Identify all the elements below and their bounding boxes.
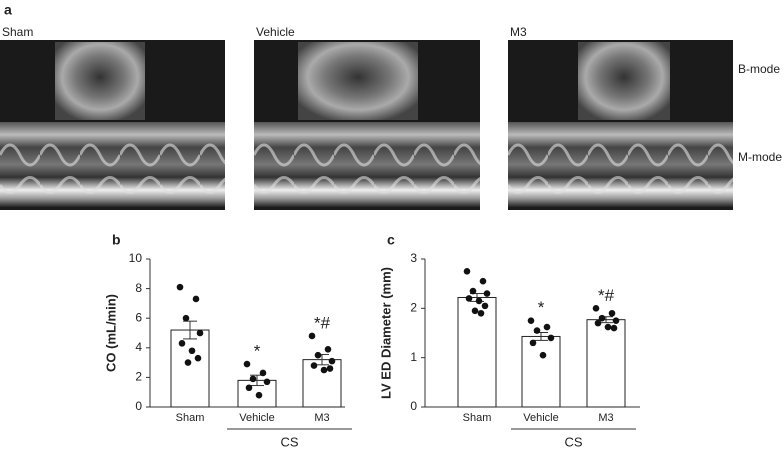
bar — [521, 335, 561, 408]
data-point — [308, 332, 316, 340]
data-point — [527, 317, 535, 324]
y-tick-label: 2 — [135, 370, 142, 384]
data-point — [328, 357, 336, 365]
ultrasound-panel — [0, 40, 733, 210]
data-point — [604, 323, 612, 331]
data-point — [479, 277, 487, 285]
bar — [302, 359, 342, 408]
data-point — [475, 297, 483, 305]
data-point — [533, 327, 541, 334]
data-point — [477, 309, 485, 317]
data-point — [194, 354, 202, 362]
data-point — [539, 351, 547, 359]
significance-label: * — [538, 298, 545, 317]
y-tick-label: 0 — [135, 399, 142, 413]
bar — [586, 319, 626, 408]
x-tick-label: Sham — [463, 412, 492, 424]
data-point — [178, 340, 186, 347]
data-point — [249, 375, 257, 383]
x-tick-label: Sham — [176, 412, 205, 424]
y-axis-label: LV ED Diameter (mm) — [378, 267, 393, 399]
panel-label: a — [4, 2, 12, 18]
mode-label: B-mode — [738, 62, 780, 76]
data-point — [469, 287, 477, 295]
data-point — [465, 295, 473, 302]
group-label: CS — [564, 434, 582, 449]
bar — [457, 296, 497, 408]
x-tick-label: M3 — [598, 412, 613, 424]
significance-label: *# — [598, 286, 615, 305]
y-tick-label: 0 — [410, 399, 417, 413]
data-point — [592, 305, 600, 312]
y-tick-label: 6 — [135, 310, 142, 324]
y-tick-label: 3 — [410, 251, 417, 265]
data-point — [598, 314, 606, 322]
data-point — [196, 329, 204, 337]
data-point — [192, 295, 200, 303]
y-tick-label: 4 — [135, 340, 142, 354]
data-point — [543, 323, 551, 331]
y-axis-label: CO (mL/min) — [103, 294, 118, 372]
significance-label: *# — [314, 313, 331, 332]
data-point — [320, 366, 328, 374]
data-point — [483, 290, 491, 297]
data-point — [471, 307, 479, 315]
data-point — [245, 384, 253, 392]
x-tick-label: Vehicle — [239, 412, 274, 424]
data-point — [182, 314, 190, 322]
y-tick-label: 8 — [135, 281, 142, 295]
y-tick-label: 10 — [129, 251, 143, 265]
data-point — [259, 369, 267, 377]
data-point — [184, 359, 192, 366]
data-point — [314, 351, 322, 359]
data-point — [612, 317, 620, 324]
panel-label: b — [112, 232, 121, 248]
bar — [170, 329, 210, 408]
y-tick-label: 2 — [410, 301, 417, 315]
x-tick-label: M3 — [314, 412, 329, 424]
data-point — [547, 334, 555, 342]
image-title: M3 — [510, 25, 527, 39]
group-label: CS — [280, 434, 298, 449]
data-point — [176, 283, 184, 291]
data-point — [188, 347, 196, 355]
data-point — [608, 309, 616, 317]
data-point — [594, 319, 602, 327]
image-title: Vehicle — [256, 25, 295, 39]
data-point — [255, 391, 263, 399]
significance-label: * — [254, 342, 261, 361]
data-point — [481, 302, 489, 310]
mode-label: M-mode — [738, 150, 782, 164]
data-point — [324, 345, 332, 353]
data-point — [263, 378, 271, 386]
data-point — [310, 362, 318, 369]
data-point — [529, 339, 537, 347]
data-point — [326, 365, 334, 372]
data-point — [243, 360, 251, 368]
x-tick-label: Vehicle — [523, 412, 558, 424]
data-point — [610, 324, 618, 332]
panel-label: c — [387, 232, 395, 248]
data-point — [463, 268, 471, 275]
image-title: Sham — [2, 25, 33, 39]
y-tick-label: 1 — [410, 350, 417, 364]
